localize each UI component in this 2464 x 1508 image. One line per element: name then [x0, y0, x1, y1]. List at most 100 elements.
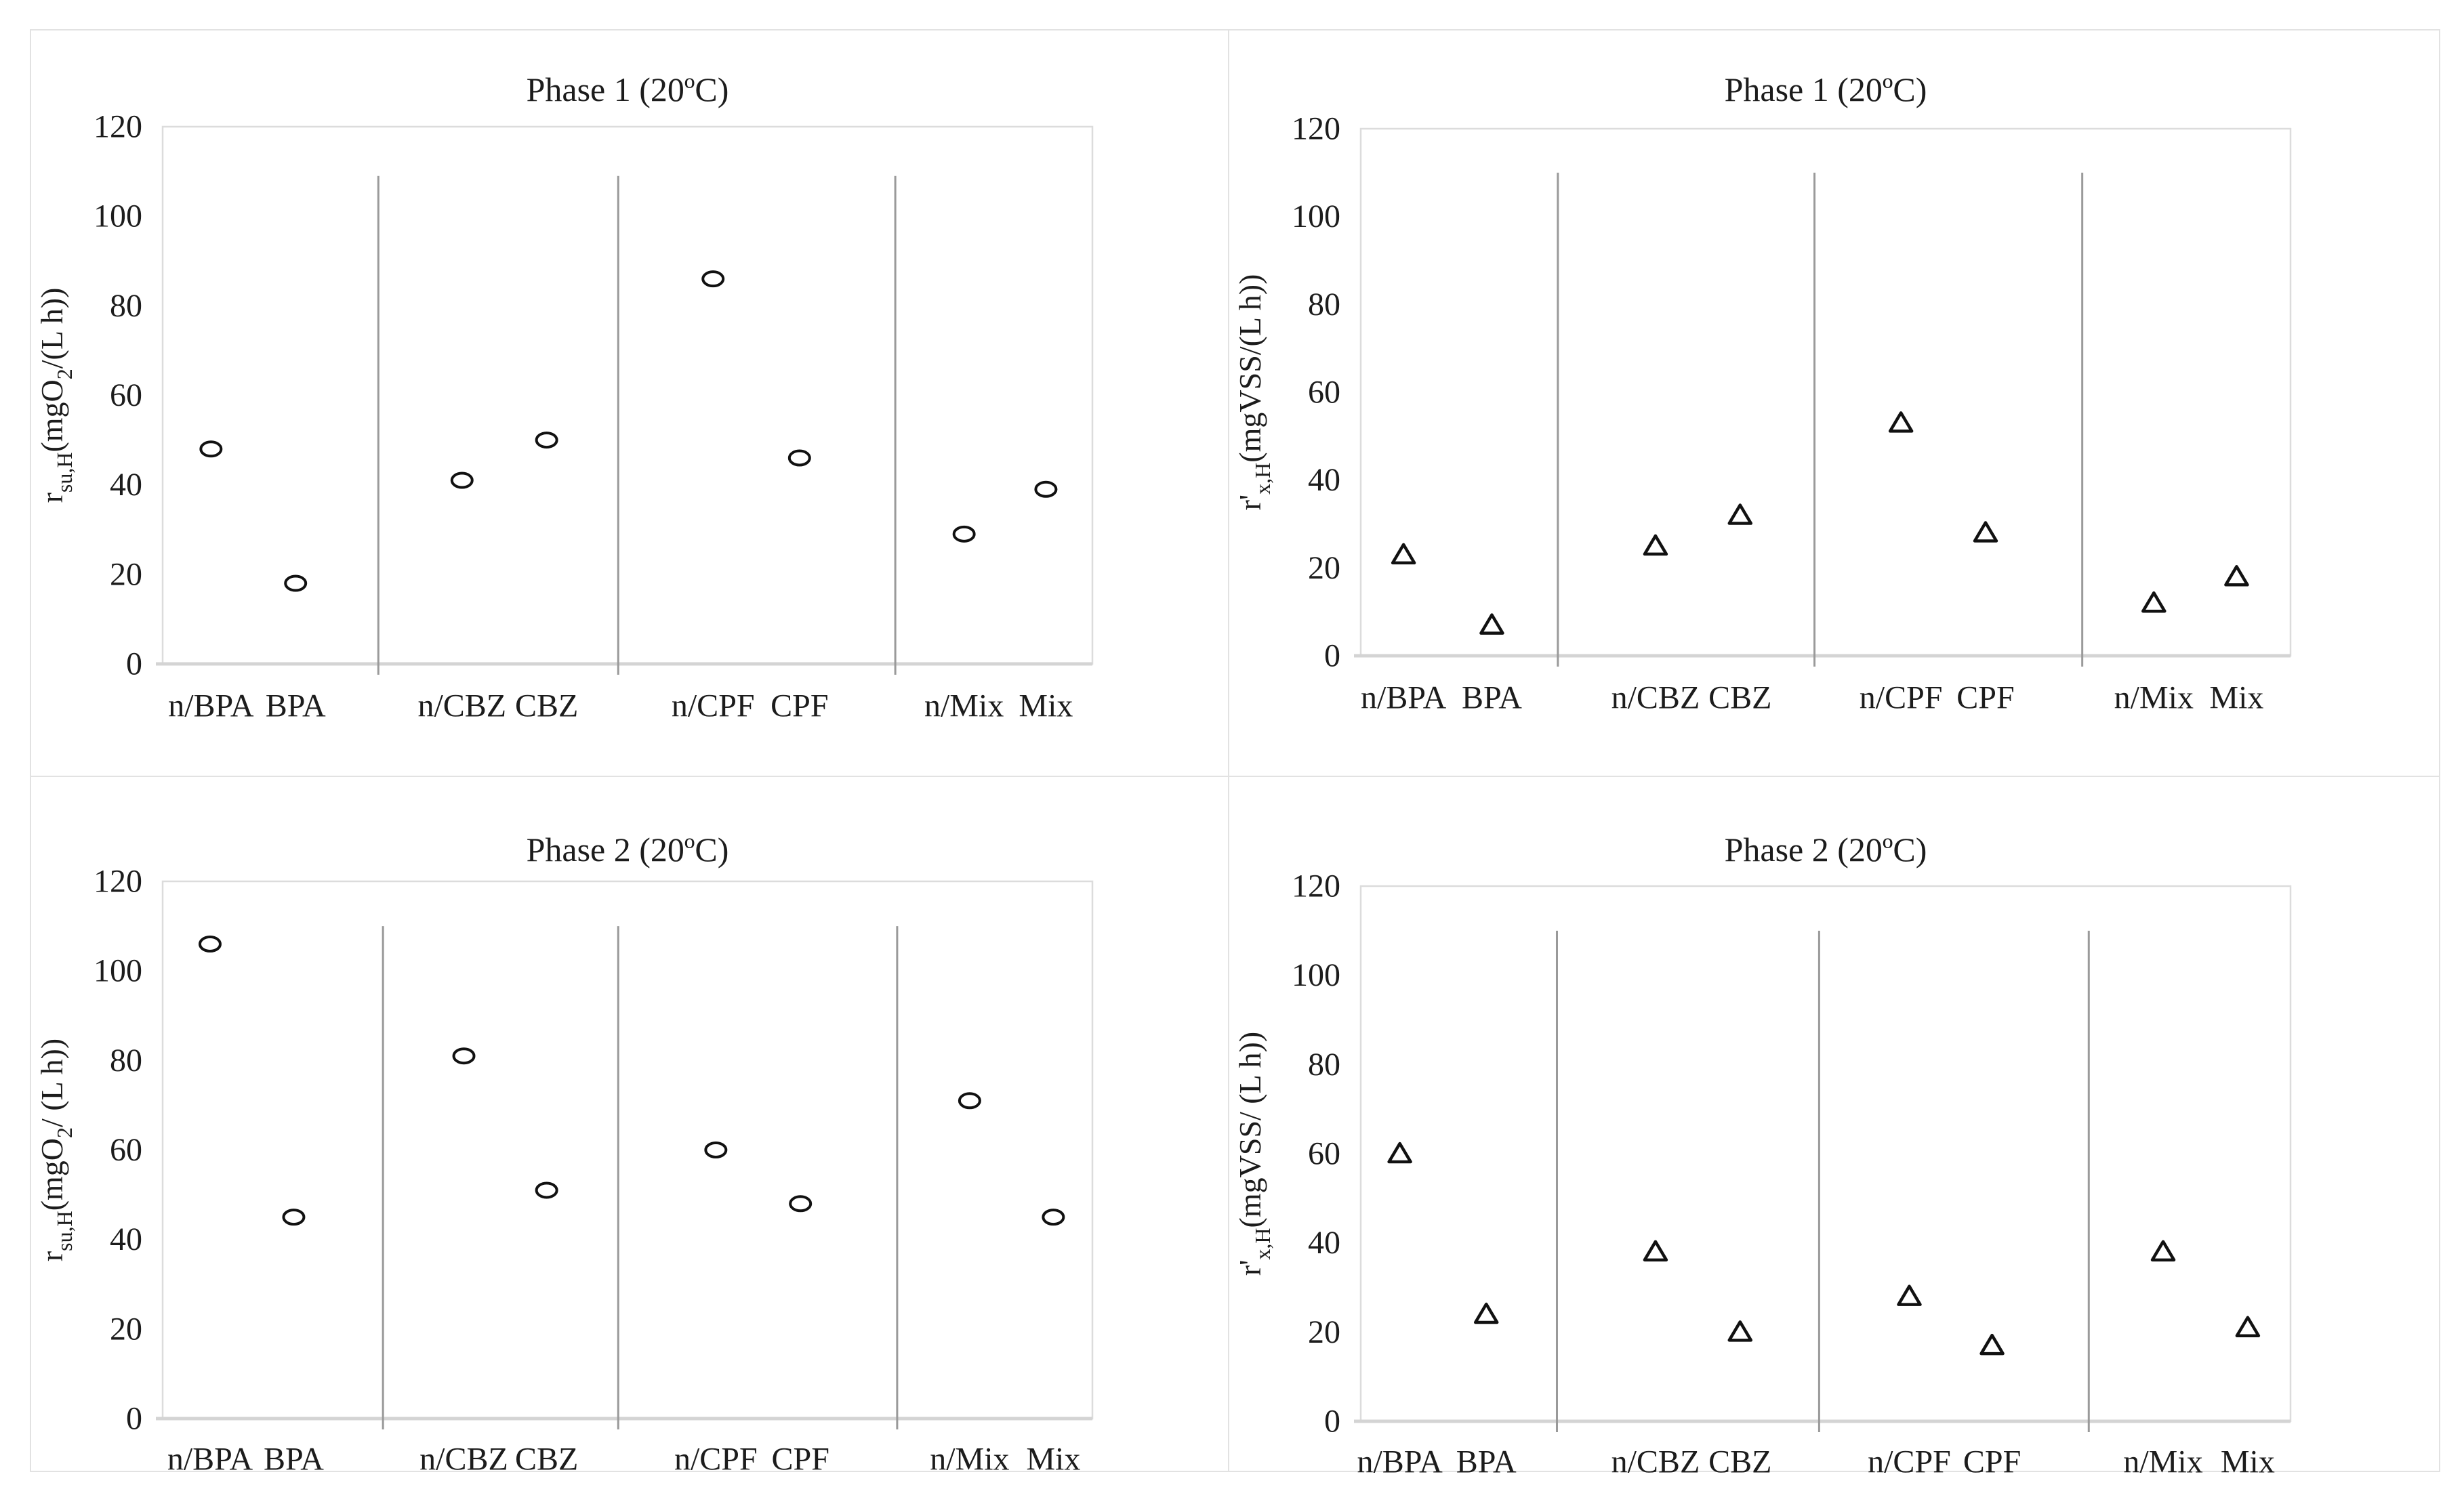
x-category-label: n/CBZ — [1611, 1444, 1700, 1480]
x-category-label: n/BPA — [167, 1442, 253, 1478]
x-category-label: n/BPA — [1361, 680, 1447, 716]
data-marker-circle — [282, 1209, 306, 1226]
chart-panel: Phase 2 (20ºC) 0 20 40 60 80 100 120 rsu,H(mgO2/… — [35, 831, 1094, 1478]
x-category-label: CBZ — [515, 1442, 578, 1478]
data-marker-triangle — [1973, 521, 1998, 543]
x-category-label: n/Mix — [930, 1442, 1009, 1478]
data-marker-triangle — [1727, 1320, 1753, 1342]
x-category-label: n/CBZ — [1611, 680, 1700, 716]
y-axis-label: rsu,H(mgO2/ (L h)) — [35, 1039, 77, 1261]
x-category-label: CBZ — [515, 688, 578, 724]
y-tick-label: 80 — [110, 288, 142, 324]
chart-panel: Phase 2 (20ºC) 0 20 40 60 80 100 120 r'x,H(mgVSS… — [1233, 831, 2292, 1480]
chart-panel: Phase 1 (20ºC) 0 20 40 60 80 100 120 rsu,H(mgO2/… — [35, 70, 1094, 724]
x-category-label: n/CBZ — [419, 1442, 508, 1478]
y-tick-label: 60 — [1308, 375, 1340, 411]
y-tick-label: 120 — [1292, 868, 1340, 904]
data-marker-triangle — [2141, 591, 2167, 613]
x-category-label: n/BPA — [1357, 1444, 1443, 1480]
data-marker-triangle — [1888, 411, 1914, 433]
chart-title: Phase 1 (20ºC) — [1725, 70, 1927, 108]
y-tick-label: 80 — [1308, 287, 1340, 322]
data-marker-circle — [450, 472, 474, 489]
data-marker-triangle — [2235, 1316, 2261, 1337]
x-category-label: Mix — [1026, 1442, 1080, 1478]
y-tick-label: 120 — [94, 864, 142, 900]
data-marker-triangle — [1643, 1240, 1668, 1262]
y-tick-label: 60 — [110, 1132, 142, 1168]
data-marker-circle — [958, 1092, 981, 1110]
y-tick-label: 0 — [1324, 1404, 1340, 1440]
y-tick-label: 40 — [1308, 1225, 1340, 1261]
data-marker-triangle — [1391, 543, 1416, 565]
y-tick-label: 100 — [94, 953, 142, 989]
y-tick-label: 40 — [1308, 462, 1340, 498]
y-tick-label: 0 — [1324, 638, 1340, 674]
data-marker-circle — [198, 936, 222, 953]
x-category-label: Mix — [2209, 680, 2263, 716]
x-category-label: n/CBZ — [417, 688, 506, 724]
data-marker-circle — [701, 270, 725, 288]
x-category-label: BPA — [264, 1442, 324, 1478]
data-marker-circle — [452, 1047, 476, 1065]
y-tick-label: 0 — [126, 1401, 142, 1437]
x-category-label: n/Mix — [924, 688, 1004, 724]
y-tick-label: 40 — [110, 1221, 142, 1257]
data-marker-circle — [284, 574, 308, 592]
x-category-label: Mix — [2221, 1444, 2275, 1480]
x-category-label: CPF — [771, 688, 828, 724]
y-tick-label: 20 — [110, 1311, 142, 1347]
x-category-label: CBZ — [1708, 1444, 1771, 1480]
chart-title: Phase 2 (20ºC) — [527, 831, 729, 868]
data-marker-triangle — [1727, 503, 1753, 525]
y-tick-label: 20 — [110, 556, 142, 592]
y-tick-label: 0 — [126, 646, 142, 682]
x-category-label: CBZ — [1708, 680, 1771, 716]
data-marker-circle — [1034, 480, 1058, 498]
x-category-label: n/Mix — [2123, 1444, 2202, 1480]
y-axis-label: r'x,H(mgVSS/(L h)) — [1233, 274, 1275, 511]
data-marker-triangle — [2224, 565, 2249, 587]
x-category-label: n/CPF — [674, 1442, 758, 1478]
chart-panel: Phase 1 (20ºC) 0 20 40 60 80 100 120 r'x,H(mgVSS… — [1233, 70, 2292, 716]
data-marker-circle — [199, 440, 223, 458]
y-tick-label: 100 — [1292, 957, 1340, 993]
x-category-label: n/Mix — [2114, 680, 2194, 716]
x-category-label: n/CPF — [1868, 1444, 1951, 1480]
x-category-label: BPA — [1462, 680, 1522, 716]
data-marker-triangle — [1897, 1284, 1922, 1306]
data-marker-triangle — [1643, 534, 1668, 556]
data-marker-triangle — [1979, 1333, 2005, 1356]
y-tick-label: 20 — [1308, 550, 1340, 586]
data-marker-circle — [704, 1142, 728, 1158]
data-marker-triangle — [1387, 1142, 1412, 1164]
y-axis-label: r'x,H(mgVSS/ (L h)) — [1233, 1032, 1275, 1276]
data-marker-circle — [535, 432, 558, 449]
y-tick-label: 120 — [1292, 111, 1340, 147]
chart-title: Phase 2 (20ºC) — [1725, 831, 1927, 868]
x-category-label: BPA — [1456, 1444, 1517, 1480]
x-category-label: BPA — [266, 688, 326, 724]
y-tick-label: 40 — [110, 467, 142, 503]
x-category-label: Mix — [1019, 688, 1073, 724]
y-tick-label: 60 — [1308, 1136, 1340, 1172]
y-tick-label: 80 — [1308, 1047, 1340, 1083]
data-marker-circle — [1042, 1209, 1065, 1226]
y-tick-label: 100 — [1292, 198, 1340, 234]
y-axis-label: rsu,H(mgO2/(L h)) — [35, 288, 77, 503]
x-category-label: CPF — [1963, 1444, 2021, 1480]
data-marker-triangle — [2150, 1240, 2176, 1262]
x-category-label: n/CPF — [672, 688, 755, 724]
x-category-label: n/CPF — [1860, 680, 1943, 716]
data-marker-circle — [952, 525, 976, 543]
y-tick-label: 100 — [94, 198, 142, 234]
x-category-label: CPF — [771, 1442, 829, 1478]
data-marker-triangle — [1479, 613, 1504, 635]
x-category-label: CPF — [1956, 680, 2014, 716]
page-border — [30, 29, 2440, 1472]
data-marker-triangle — [1473, 1302, 1499, 1324]
y-tick-label: 60 — [110, 377, 142, 413]
